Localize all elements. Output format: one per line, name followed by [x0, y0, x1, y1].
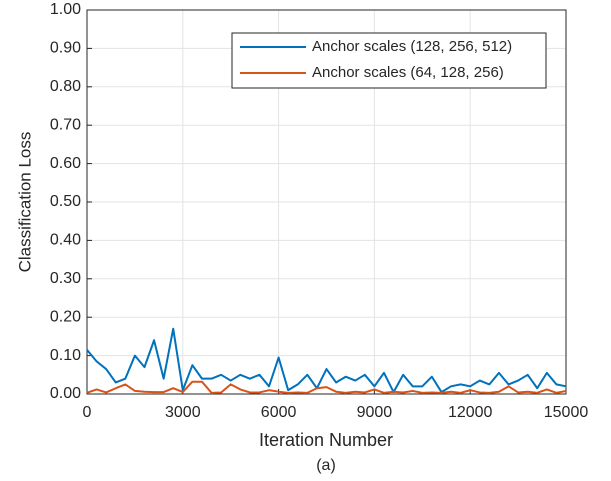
y-tick-label: 1.00 — [50, 1, 81, 18]
series-line — [86, 380, 567, 394]
caption: (a) — [316, 457, 336, 474]
x-tick-label: 3000 — [165, 404, 201, 421]
y-axis-label: Classification Loss — [15, 132, 34, 273]
y-tick-label: 0.80 — [50, 78, 81, 95]
y-tick-label: 0.20 — [50, 308, 81, 325]
x-tick-label: 12000 — [448, 404, 493, 421]
y-tick-label: 0.10 — [50, 347, 81, 364]
legend-label: Anchor scales (64, 128, 256) — [312, 64, 504, 81]
y-tick-label: 0.40 — [50, 232, 81, 249]
series-line — [86, 327, 567, 394]
y-tick-label: 0.60 — [50, 155, 81, 172]
x-tick-label: 9000 — [357, 404, 393, 421]
y-tick-label: 0.50 — [50, 193, 81, 210]
y-tick-label: 0.30 — [50, 270, 81, 287]
y-tick-label: 0.70 — [50, 116, 81, 133]
x-axis-label: Iteration Number — [259, 430, 393, 450]
legend-label: Anchor scales (128, 256, 512) — [312, 38, 512, 55]
plot-frame — [86, 9, 567, 395]
x-tick-label: 15000 — [544, 404, 589, 421]
y-tick-label: 0.00 — [50, 385, 81, 402]
legend-box — [231, 32, 547, 89]
legend: Anchor scales (128, 256, 512) Anchor scal… — [231, 32, 547, 89]
y-tick-label: 0.90 — [50, 40, 81, 57]
x-tick-label: 0 — [83, 404, 92, 421]
x-tick-label: 6000 — [261, 404, 297, 421]
